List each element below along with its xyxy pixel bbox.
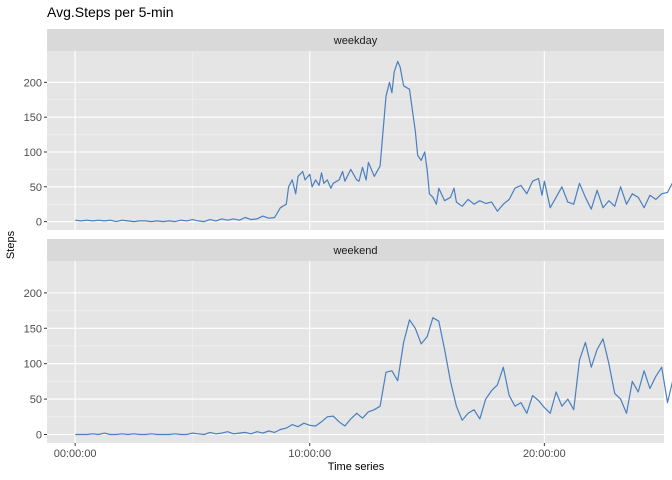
facet-strip-label-weekend: weekend xyxy=(332,245,377,257)
x-tick-label: 00:00:00 xyxy=(54,448,97,460)
y-axis-title: Steps xyxy=(5,230,17,259)
y-tick-label: 200 xyxy=(24,77,42,89)
y-tick-label: 0 xyxy=(36,217,42,229)
facet-panel-weekend: weekend 0 50 100 150 200 00:00:00 10:00:00 20:00… xyxy=(24,239,672,460)
y-tick-label: 150 xyxy=(24,323,42,335)
y-tick-label: 50 xyxy=(30,394,42,406)
panel-background xyxy=(47,261,664,443)
series-line-weekend xyxy=(75,317,672,436)
y-tick-label: 200 xyxy=(24,288,42,300)
chart-title: Avg.Steps per 5-min xyxy=(47,4,174,20)
facet-panels: weekday 0 50 100 150 200 weekend 0 50 100 150 200 00… xyxy=(24,29,672,460)
facet-strip-weekend xyxy=(47,239,664,261)
facet-strip-weekday xyxy=(47,29,664,51)
y-tick-label: 50 xyxy=(30,182,42,194)
facet-strip-label-weekday: weekday xyxy=(333,35,378,47)
x-tick-label: 10:00:00 xyxy=(288,448,331,460)
panel-background xyxy=(47,51,664,230)
y-tick-label: 150 xyxy=(24,112,42,124)
series-line-weekday xyxy=(75,60,672,223)
facet-panel-weekday: weekday 0 50 100 150 200 xyxy=(24,29,672,230)
x-tick-label: 20:00:00 xyxy=(523,448,566,460)
y-tick-label: 100 xyxy=(24,147,42,159)
y-tick-label: 100 xyxy=(24,359,42,371)
x-axis-title: Time series xyxy=(328,461,385,473)
y-tick-label: 0 xyxy=(36,430,42,442)
